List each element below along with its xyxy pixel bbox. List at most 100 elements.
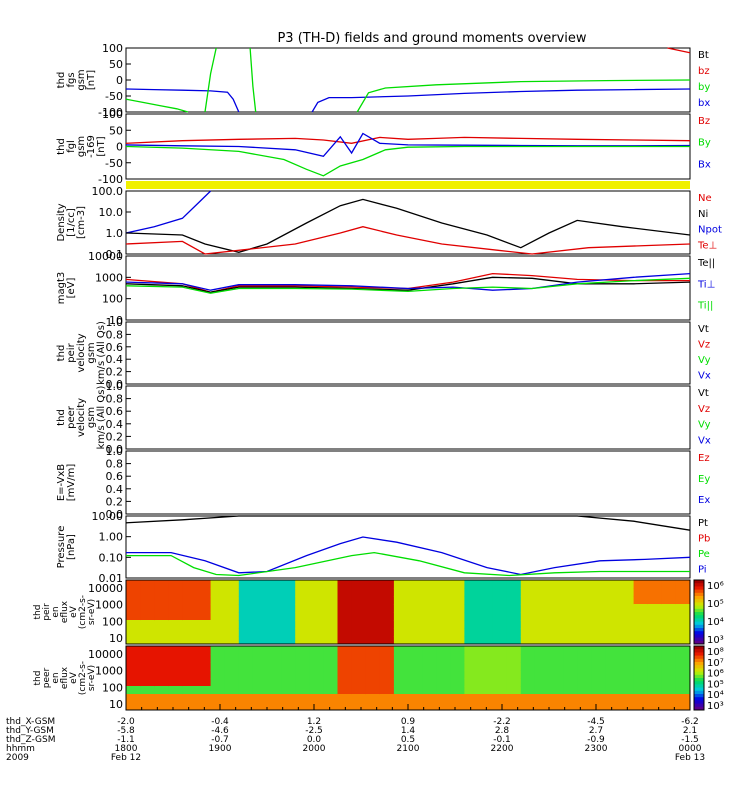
spec-cell [647,604,663,613]
spec-cell [393,628,409,637]
spec-cell [154,686,169,695]
colorbar-cell [694,703,704,708]
spec-cell [168,662,183,671]
spec-cell [506,612,522,621]
spec-cell [154,628,169,637]
spec-cell [464,596,479,605]
spec-cell [633,620,649,629]
spec-cell [563,662,578,671]
spec-cell [126,588,141,597]
spec-cell [619,620,635,629]
ylabel-fgs: fgs [66,72,77,87]
legend-fgl: By [698,138,711,149]
spec-cell [534,702,550,711]
ytick-label-temperature: 100 [102,293,123,306]
colorbar-cell [694,602,704,607]
spec-cell [422,588,437,597]
spec-cell [281,694,296,703]
spec-cell [168,580,183,589]
spec-cell [675,654,691,663]
spec-cell [478,580,494,589]
spec-cell [450,670,465,679]
series-line-fgs-1 [311,88,691,113]
legend-fgl: Bz [698,116,710,127]
spec-cell [140,604,155,613]
spec-cell [534,670,550,679]
spec-cell [351,662,367,671]
spec-cell [661,694,677,703]
spec-cell [295,580,310,589]
spec-cell [126,670,141,679]
spec-cell [647,646,663,655]
spec-cell [168,694,183,703]
legend-fgs: by [698,82,710,93]
spec-cell [675,628,691,637]
spec-cell [450,588,465,597]
series-line-density-2 [125,226,691,255]
footer-value: -6.2 [681,717,699,727]
spec-cell [591,628,606,637]
spec-cell [464,620,479,629]
spec-cell [492,604,508,613]
legend-peir: Vz [698,340,710,351]
spec-cell [210,620,226,629]
colorbar-frame-peer_spec [693,645,705,711]
legend-pressure: Pb [698,534,710,545]
spec-cell [563,670,578,679]
spec-cell [140,670,155,679]
colorbar-cell [694,599,704,603]
ylabel-peer: km/s (All Qs) [96,386,107,450]
colorbar-label-peir_spec: 10³ [707,635,724,646]
spec-cell [436,694,451,703]
spec-cell [577,628,592,637]
spec-cell [140,686,155,695]
ytick-label-fgs: -100 [98,106,123,119]
spec-cell [408,636,423,645]
spec-cell [520,628,536,637]
spec-cell [661,604,677,613]
spec-cell [563,694,578,703]
spec-cell [506,636,522,645]
spec-cell [436,636,451,645]
spec-cell [281,678,296,687]
spec-cell [422,694,437,703]
spec-cell [351,612,367,621]
colorbar-cell [694,589,704,594]
series-line-density-1 [125,198,691,253]
ylabel-fgl: -169 [86,135,97,158]
spec-cell [549,662,564,671]
colorbar-frame-peir_spec [693,579,705,645]
spec-cell [577,620,592,629]
panel-frame-efield [125,450,691,515]
footer-value: 2200 [491,744,514,754]
spec-cell [619,702,635,711]
spec-cell [450,654,465,663]
spec-cell [534,588,550,597]
spec-cell [591,686,606,695]
footer-value: 1.4 [401,726,416,736]
spec-cell [661,612,677,621]
spec-cell [140,580,155,589]
spec-cell [309,678,324,687]
spec-cell [436,670,451,679]
spec-cell [154,604,169,613]
panel-frame-temperature [125,255,691,321]
colorbar-cell [694,615,704,619]
spec-cell [393,596,409,605]
ytick-label-pressure: 0.01 [99,572,124,585]
spec-cell [591,678,606,687]
spec-cell [365,646,381,655]
spec-cell [224,620,240,629]
ylabel-peir: thd [56,345,67,362]
spec-cell [633,628,649,637]
spec-cell [534,612,550,621]
spec-cell [351,702,367,711]
colorbar-label-peer_spec: 10⁴ [707,690,724,701]
spec-cell [619,654,635,663]
spec-cell [492,654,508,663]
spec-cell [619,612,635,621]
spec-cell [168,628,183,637]
series-line-fgl-2 [125,145,690,177]
